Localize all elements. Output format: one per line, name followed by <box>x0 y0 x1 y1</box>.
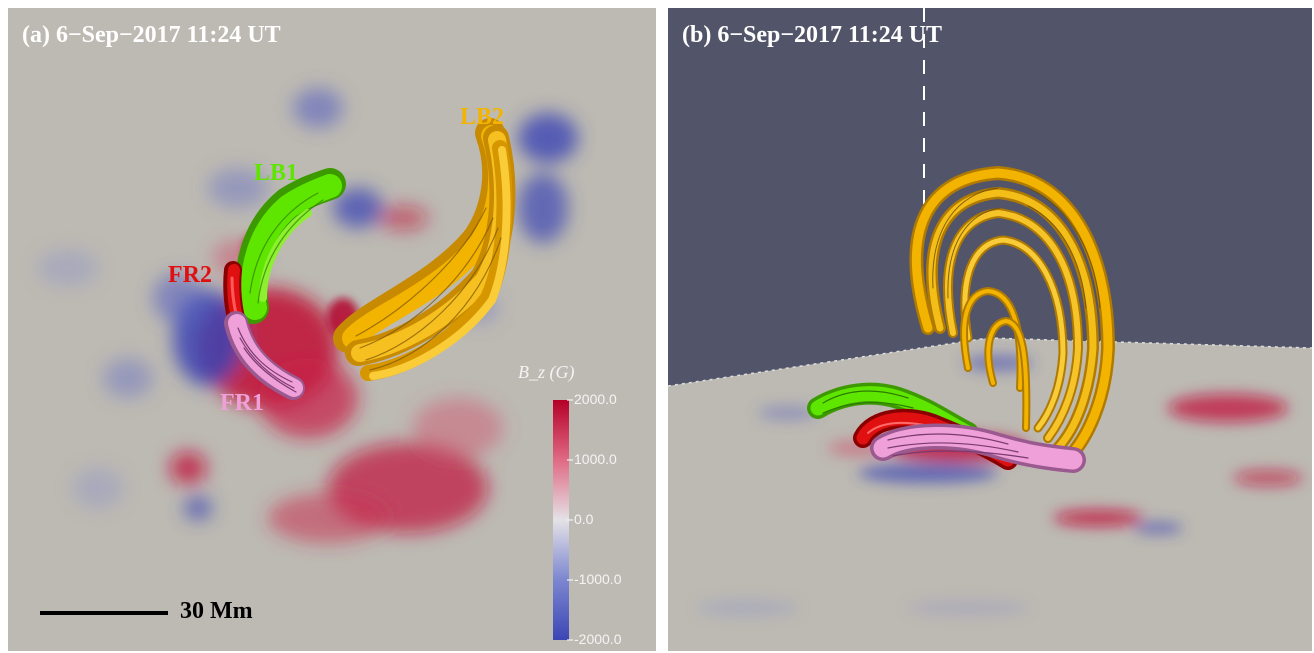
colorbar <box>553 399 573 641</box>
colorbar-tick: 1000.0 <box>574 451 617 467</box>
scale-bar <box>40 611 168 615</box>
lb1-label: LB1 <box>254 160 299 186</box>
colorbar-title: B_z (G) <box>518 362 575 382</box>
fr1-rope <box>224 311 305 400</box>
photosphere-plane <box>668 338 1312 651</box>
perspective-view <box>668 8 1312 651</box>
colorbar-tick: 2000.0 <box>574 391 617 407</box>
lb2-arcade <box>909 165 1116 465</box>
lb2-label: LB2 <box>460 104 505 130</box>
fr1-label: FR1 <box>220 390 264 416</box>
panel-b: (b) 6−Sep−2017 11:24 UT <box>668 8 1312 651</box>
colorbar-tick: -1000.0 <box>574 571 622 587</box>
fr1-rope-b <box>870 423 1086 473</box>
panel-b-title: (b) 6−Sep−2017 11:24 UT <box>682 22 943 48</box>
panel-a: (a) 6−Sep−2017 11:24 UT LB1 LB2 FR2 FR1 … <box>8 8 656 651</box>
magnetogram-view <box>38 88 578 641</box>
lb1-loops <box>235 168 346 324</box>
colorbar-tick: -2000.0 <box>574 631 622 647</box>
scale-bar-label: 30 Mm <box>180 598 253 624</box>
colorbar-gradient <box>553 400 569 640</box>
fr2-label: FR2 <box>168 262 212 288</box>
lb2-loops <box>333 118 516 381</box>
colorbar-tick: 0.0 <box>574 511 594 527</box>
panel-a-title: (a) 6−Sep−2017 11:24 UT <box>22 22 281 48</box>
